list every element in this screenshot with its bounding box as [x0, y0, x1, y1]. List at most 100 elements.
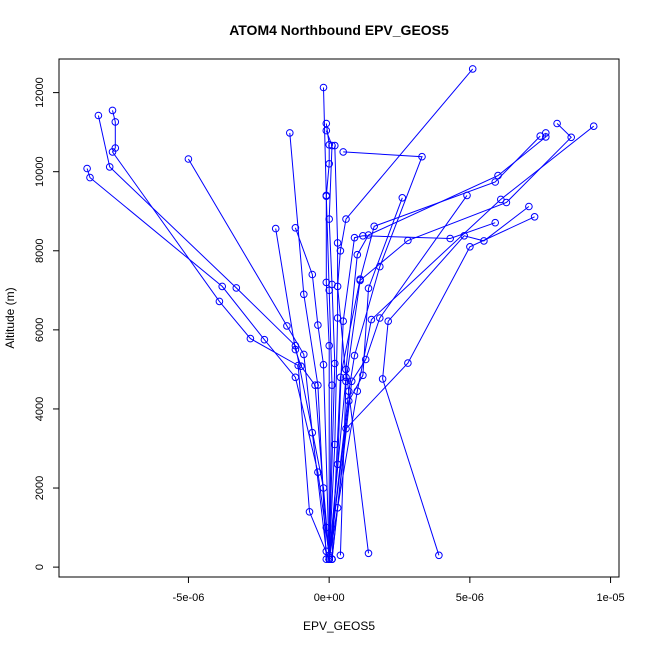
- y-tick-label: 0: [34, 564, 46, 570]
- series-line: [323, 87, 330, 560]
- x-tick-label: 0e+00: [314, 592, 345, 604]
- series-line: [328, 222, 496, 560]
- y-axis-label: Altitude (m): [3, 287, 17, 348]
- series-16: [325, 122, 598, 564]
- data-point: [325, 160, 334, 168]
- series-line: [328, 145, 339, 560]
- data-point: [350, 351, 359, 360]
- y-tick-label: 12000: [34, 77, 46, 108]
- x-axis: -5e-06 0e+00 5e-06 1e-05: [173, 577, 625, 604]
- data-point: [314, 381, 322, 390]
- data-point: [542, 129, 550, 137]
- data-point: [364, 284, 373, 293]
- data-point: [347, 377, 356, 386]
- y-tick-label: 4000: [34, 397, 46, 421]
- chart-title: ATOM4 Northbound EPV_GEOS5: [229, 22, 449, 38]
- series-line: [86, 168, 330, 560]
- data-point: [108, 148, 117, 156]
- series-line: [328, 68, 474, 560]
- data-point: [367, 315, 376, 324]
- data-point: [466, 243, 474, 251]
- x-tick-label: 5e-06: [456, 592, 484, 604]
- data-point: [333, 460, 342, 469]
- data-point: [378, 375, 387, 383]
- data-point: [339, 317, 348, 326]
- data-point: [350, 233, 359, 242]
- data-point: [361, 355, 370, 364]
- series-line: [331, 135, 541, 560]
- data-point: [86, 173, 94, 182]
- data-point: [589, 122, 598, 130]
- series-line: [328, 125, 595, 560]
- series-2: [94, 111, 334, 562]
- series-line: [294, 227, 330, 560]
- y-tick-label: 2000: [34, 476, 46, 500]
- data-point: [370, 222, 379, 231]
- data-point: [468, 65, 477, 73]
- data-point: [333, 282, 342, 291]
- data-point: [480, 237, 488, 245]
- data-point: [291, 345, 300, 354]
- series-13: [325, 65, 477, 564]
- data-point: [418, 152, 426, 161]
- series-21: [328, 213, 539, 564]
- series-line: [328, 197, 403, 560]
- data-point: [286, 129, 294, 137]
- data-point: [460, 232, 469, 240]
- data-point: [404, 359, 412, 367]
- data-point: [325, 341, 334, 350]
- data-point: [553, 119, 561, 128]
- series-line: [328, 151, 423, 560]
- data-point: [353, 250, 362, 259]
- data-point: [325, 555, 334, 564]
- series-line: [97, 115, 330, 558]
- data-point: [435, 551, 443, 560]
- data-point: [497, 195, 505, 204]
- series-22: [325, 218, 500, 564]
- data-point: [83, 164, 91, 173]
- series-line: [289, 132, 327, 560]
- data-point: [446, 234, 455, 243]
- data-point: [398, 194, 407, 202]
- data-point: [328, 381, 336, 390]
- data-point: [530, 213, 539, 221]
- plot-area: [83, 65, 598, 564]
- series-20: [378, 202, 533, 560]
- data-point: [314, 321, 322, 329]
- data-point: [353, 387, 362, 396]
- series-line: [331, 216, 535, 560]
- x-tick-label: -5e-06: [173, 592, 205, 604]
- series-line: [187, 158, 330, 560]
- data-point: [300, 290, 308, 299]
- data-point: [502, 198, 511, 207]
- series-line: [111, 110, 330, 560]
- series-line: [325, 130, 336, 560]
- data-point: [294, 361, 303, 370]
- data-point: [491, 218, 500, 227]
- data-point: [384, 317, 393, 326]
- data-point: [331, 359, 339, 368]
- series-3: [108, 106, 334, 564]
- data-point: [94, 111, 103, 120]
- data-point: [359, 371, 367, 380]
- data-point: [232, 284, 241, 292]
- series-12: [325, 148, 426, 564]
- data-point: [260, 335, 269, 344]
- series-line: [382, 206, 530, 556]
- data-point: [184, 155, 193, 163]
- data-point: [322, 119, 331, 128]
- series-line: [275, 228, 330, 560]
- data-point: [328, 555, 336, 564]
- data-point: [525, 202, 533, 211]
- data-point: [283, 322, 291, 330]
- series-18: [342, 129, 550, 558]
- plot-frame: [58, 58, 620, 578]
- data-point: [336, 247, 345, 255]
- data-point: [567, 133, 576, 142]
- data-point: [491, 178, 500, 186]
- data-point: [536, 132, 545, 140]
- data-point: [325, 215, 334, 223]
- data-point: [218, 282, 226, 291]
- data-point: [314, 468, 322, 477]
